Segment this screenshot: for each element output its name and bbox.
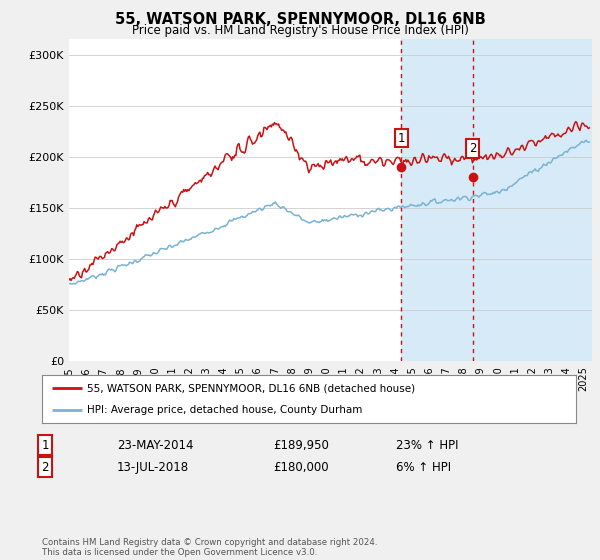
Text: 2: 2 xyxy=(41,460,49,474)
Text: 23% ↑ HPI: 23% ↑ HPI xyxy=(396,438,458,452)
Text: 55, WATSON PARK, SPENNYMOOR, DL16 6NB: 55, WATSON PARK, SPENNYMOOR, DL16 6NB xyxy=(115,12,485,27)
Bar xyxy=(401,39,592,361)
Text: £189,950: £189,950 xyxy=(273,438,329,452)
Text: 6% ↑ HPI: 6% ↑ HPI xyxy=(396,460,451,474)
Text: 1: 1 xyxy=(398,132,405,144)
Text: Price paid vs. HM Land Registry's House Price Index (HPI): Price paid vs. HM Land Registry's House … xyxy=(131,24,469,36)
Text: Contains HM Land Registry data © Crown copyright and database right 2024.
This d: Contains HM Land Registry data © Crown c… xyxy=(42,538,377,557)
Text: 1: 1 xyxy=(41,438,49,452)
Text: £180,000: £180,000 xyxy=(273,460,329,474)
Text: 23-MAY-2014: 23-MAY-2014 xyxy=(117,438,193,452)
Text: 2: 2 xyxy=(469,142,476,155)
Text: 55, WATSON PARK, SPENNYMOOR, DL16 6NB (detached house): 55, WATSON PARK, SPENNYMOOR, DL16 6NB (d… xyxy=(88,383,416,393)
Text: 13-JUL-2018: 13-JUL-2018 xyxy=(117,460,189,474)
Text: HPI: Average price, detached house, County Durham: HPI: Average price, detached house, Coun… xyxy=(88,405,363,415)
